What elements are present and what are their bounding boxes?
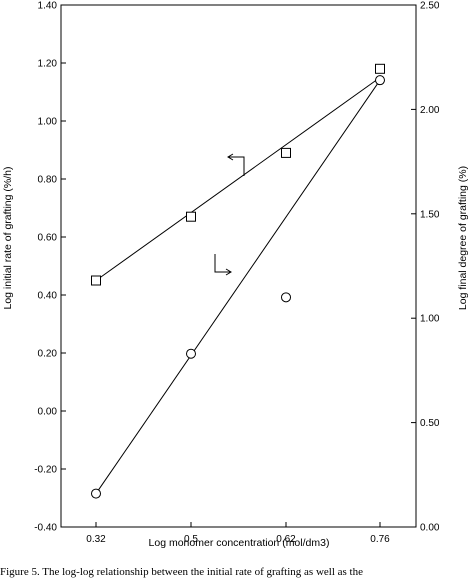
x-tick-label: 0.76 bbox=[370, 534, 390, 545]
data-markers bbox=[91, 63, 385, 499]
left-tick-label: 1.20 bbox=[38, 59, 58, 70]
left-y-axis: -0.40 -0.20 0.00 0.20 0.40 0.60 0.80 1.00 1.20 1.… bbox=[34, 1, 66, 534]
right-tick-label: 0.50 bbox=[420, 418, 440, 429]
circle-data-point bbox=[186, 348, 196, 359]
figure-caption: Figure 5. The log-log relationship betwe… bbox=[0, 566, 363, 578]
plot-border bbox=[60, 4, 417, 528]
left-tick-label: 0.80 bbox=[38, 175, 58, 186]
right-axis-arrow bbox=[214, 254, 231, 273]
left-tick-label: 1.40 bbox=[38, 1, 58, 12]
right-tick-label: 2.00 bbox=[420, 105, 440, 116]
plot-frame bbox=[60, 4, 417, 528]
square-data-point bbox=[281, 147, 291, 158]
right-y-axis-label: Log final degree of grafting (%) bbox=[457, 166, 469, 310]
square-series-fit-line bbox=[95, 77, 381, 281]
square-data-point bbox=[186, 211, 196, 222]
square-data-point bbox=[375, 63, 385, 74]
right-tick-label: 2.50 bbox=[420, 1, 440, 12]
right-tick-label: 0.00 bbox=[420, 523, 440, 534]
circle-data-point bbox=[375, 75, 385, 86]
left-tick-label: -0.20 bbox=[34, 465, 57, 476]
fit-lines bbox=[95, 77, 381, 494]
right-axis-arrowhead bbox=[225, 268, 232, 276]
left-tick-label: 0.60 bbox=[38, 233, 58, 244]
left-axis-arrow bbox=[228, 156, 245, 176]
x-tick-label: 0.5 bbox=[184, 534, 198, 545]
x-axis: 0.32 0.5 0.62 0.76 bbox=[86, 522, 390, 545]
left-axis-arrowhead bbox=[227, 153, 234, 161]
right-tick-label: 1.00 bbox=[420, 314, 440, 325]
left-tick-label: 0.40 bbox=[38, 291, 58, 302]
circle-data-point bbox=[91, 488, 101, 499]
right-tick-label: 1.50 bbox=[420, 209, 440, 220]
series-arrows bbox=[214, 153, 245, 276]
x-axis-label: Log monomer concentration (mol/dm3) bbox=[149, 537, 330, 549]
right-y-axis: 0.00 0.50 1.00 1.50 2.00 2.50 bbox=[411, 1, 440, 534]
square-data-point bbox=[91, 275, 101, 286]
left-tick-label: 0.00 bbox=[38, 407, 58, 418]
left-y-axis-label: Log initial rate of grafting (%/h) bbox=[2, 167, 14, 310]
left-tick-label: 1.00 bbox=[38, 117, 58, 128]
circle-data-point bbox=[281, 292, 291, 303]
x-tick-label: 0.32 bbox=[86, 534, 106, 545]
left-tick-label: 0.20 bbox=[38, 349, 58, 360]
x-tick-label: 0.62 bbox=[276, 534, 296, 545]
circle-series-fit-line bbox=[95, 79, 381, 494]
chart: -0.40 -0.20 0.00 0.20 0.40 0.60 0.80 1.00 1.20 1.… bbox=[2, 1, 469, 550]
left-tick-label: -0.40 bbox=[34, 523, 57, 534]
